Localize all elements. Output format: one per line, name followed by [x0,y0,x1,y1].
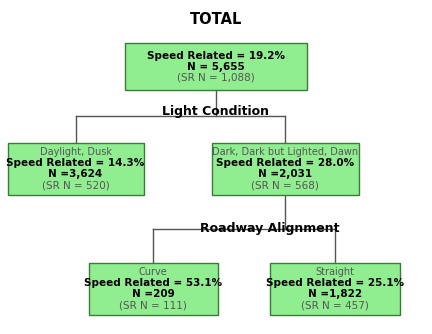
Text: Roadway Alignment: Roadway Alignment [200,222,340,235]
Text: (SR N = 1,088): (SR N = 1,088) [177,73,255,83]
Text: Speed Related = 14.3%: Speed Related = 14.3% [6,158,145,168]
FancyBboxPatch shape [270,263,400,315]
Text: N =209: N =209 [132,290,175,299]
Text: (SR N = 111): (SR N = 111) [119,301,187,310]
Text: (SR N = 568): (SR N = 568) [251,180,319,190]
Text: (SR N = 457): (SR N = 457) [301,301,369,310]
Text: (SR N = 520): (SR N = 520) [42,180,109,190]
FancyBboxPatch shape [125,43,307,90]
Text: Light Condition: Light Condition [162,106,270,118]
Text: N = 5,655: N = 5,655 [187,62,245,72]
FancyBboxPatch shape [212,143,359,194]
Text: TOTAL: TOTAL [190,12,242,27]
Text: N =3,624: N =3,624 [48,169,103,179]
Text: Curve: Curve [139,268,168,277]
Text: Speed Related = 53.1%: Speed Related = 53.1% [84,279,222,288]
FancyBboxPatch shape [7,143,143,194]
FancyBboxPatch shape [89,263,218,315]
Text: Dark, Dark but Lighted, Dawn: Dark, Dark but Lighted, Dawn [212,147,358,157]
Text: Daylight, Dusk: Daylight, Dusk [40,147,111,157]
Text: Speed Related = 25.1%: Speed Related = 25.1% [266,279,404,288]
Text: Straight: Straight [315,268,354,277]
Text: Speed Related = 28.0%: Speed Related = 28.0% [216,158,354,168]
Text: N =2,031: N =2,031 [258,169,312,179]
Text: Speed Related = 19.2%: Speed Related = 19.2% [147,51,285,61]
Text: N =1,822: N =1,822 [308,290,362,299]
